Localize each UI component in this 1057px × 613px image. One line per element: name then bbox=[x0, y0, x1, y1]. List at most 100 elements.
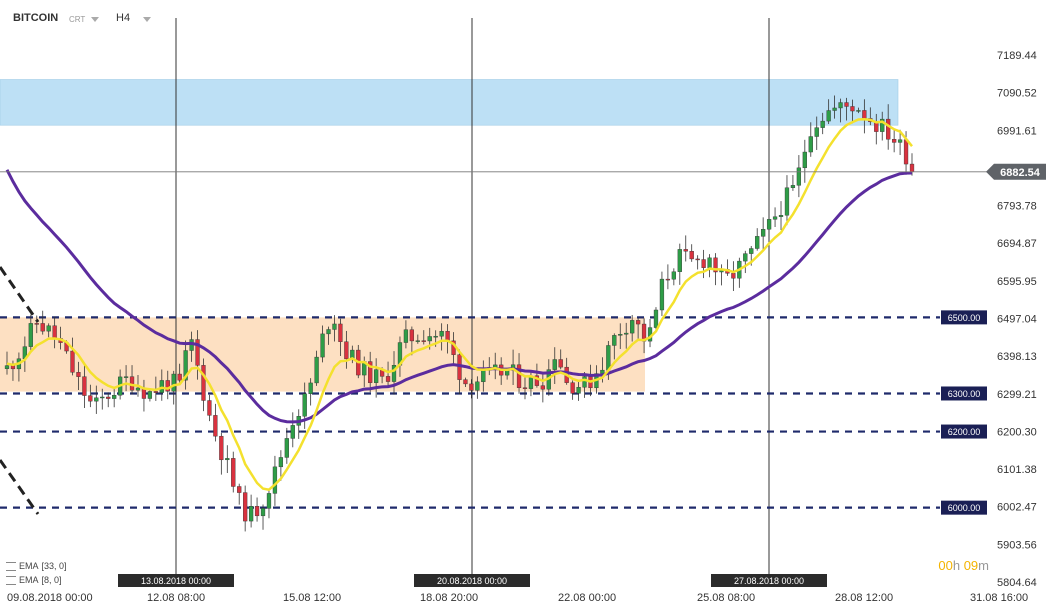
candle-bearish bbox=[368, 361, 373, 383]
y-tick-label: 6793.78 bbox=[997, 201, 1037, 213]
candle-bearish bbox=[903, 139, 909, 165]
candle-bullish bbox=[415, 340, 420, 342]
candle-bearish bbox=[76, 372, 81, 377]
candle-bullish bbox=[112, 395, 117, 399]
candle-bearish bbox=[909, 163, 915, 172]
candle-bearish bbox=[409, 329, 415, 342]
candle-bullish bbox=[171, 373, 176, 392]
candle-bullish bbox=[183, 350, 188, 381]
candle-bullish bbox=[707, 257, 712, 268]
candle-bullish bbox=[266, 493, 272, 509]
candle-bullish bbox=[880, 118, 885, 132]
y-tick-label: 7090.52 bbox=[997, 88, 1037, 100]
candle-bullish bbox=[659, 278, 665, 311]
timer-hours-unit: h bbox=[952, 558, 961, 573]
candle-bearish bbox=[701, 259, 706, 268]
candle-bearish bbox=[683, 249, 688, 252]
candle-bearish bbox=[570, 382, 575, 394]
timer-hours: 00 bbox=[938, 558, 953, 573]
candle-bearish bbox=[213, 415, 218, 437]
candle-bullish bbox=[332, 323, 337, 330]
candle-bearish bbox=[10, 365, 16, 370]
candle-bullish bbox=[481, 370, 486, 383]
candle-bullish bbox=[225, 458, 230, 461]
candle-bullish bbox=[308, 382, 313, 395]
candle-bullish bbox=[135, 387, 141, 391]
timeframe-label[interactable]: H4 bbox=[116, 12, 131, 24]
candle-bullish bbox=[761, 229, 766, 237]
timeframe-chevron-down-icon[interactable] bbox=[143, 17, 151, 22]
subtype-chevron-down-icon[interactable] bbox=[91, 17, 99, 22]
candle-bullish bbox=[427, 336, 432, 342]
x-tick-label: 31.08 16:00 bbox=[970, 592, 1028, 604]
candle-bullish bbox=[677, 249, 682, 272]
candle-bullish bbox=[248, 506, 254, 522]
level-tag bbox=[941, 500, 987, 515]
candle-bullish bbox=[790, 185, 796, 188]
y-tick-label: 6991.61 bbox=[997, 125, 1037, 137]
ema-33-line bbox=[5, 169, 913, 424]
symbol-title[interactable]: BITCOIN bbox=[13, 12, 59, 24]
level-tag-label: 6200.00 bbox=[948, 427, 981, 437]
y-tick-label: 7189.44 bbox=[997, 50, 1037, 62]
candle-bearish bbox=[82, 376, 87, 396]
level-tag bbox=[941, 310, 987, 325]
candle-bullish bbox=[766, 219, 772, 230]
candle-bullish bbox=[433, 335, 438, 338]
legend-ema-33-label: EMA bbox=[19, 561, 39, 571]
candle-bearish bbox=[88, 395, 93, 402]
candle-bullish bbox=[147, 391, 153, 399]
symbol-subtype: CRT bbox=[69, 15, 86, 24]
candle-bearish bbox=[237, 486, 242, 493]
x-tick-label: 12.08 08:00 bbox=[147, 592, 205, 604]
candle-bullish bbox=[272, 466, 278, 494]
y-tick-label: 6497.04 bbox=[997, 314, 1037, 326]
candle-bearish bbox=[463, 379, 468, 385]
candle-bearish bbox=[522, 387, 528, 389]
candle-bearish bbox=[844, 102, 849, 107]
candle-bullish bbox=[856, 110, 861, 112]
candle-bullish bbox=[159, 380, 164, 393]
candle-bearish bbox=[862, 110, 867, 119]
y-tick-label: 6398.13 bbox=[997, 351, 1037, 363]
candle-bearish bbox=[231, 458, 236, 487]
level-tag bbox=[941, 424, 987, 439]
candle-bullish bbox=[582, 376, 587, 388]
candle-bullish bbox=[802, 151, 807, 169]
candle-bullish bbox=[820, 120, 825, 128]
candle-bullish bbox=[814, 127, 819, 137]
candle-bullish bbox=[100, 396, 105, 399]
candle-bullish bbox=[94, 397, 99, 402]
y-tick-label: 6101.38 bbox=[997, 464, 1037, 476]
candle-bearish bbox=[177, 373, 182, 381]
candle-bearish bbox=[665, 278, 671, 281]
y-tick-label: 6299.21 bbox=[997, 389, 1037, 401]
legend-ema-8[interactable]: EMA [8, 0] bbox=[6, 575, 62, 585]
session-marker-tag bbox=[711, 574, 827, 587]
candle-bearish bbox=[201, 365, 206, 401]
x-tick-label: 09.08.2018 00:00 bbox=[7, 592, 93, 604]
candle-bearish bbox=[635, 320, 641, 325]
candle-bullish bbox=[778, 215, 784, 217]
candle-bullish bbox=[624, 332, 629, 335]
y-axis-panel bbox=[988, 0, 1057, 613]
candle-bullish bbox=[439, 331, 444, 337]
candle-bullish bbox=[755, 236, 760, 249]
candle-bearish bbox=[558, 359, 563, 368]
candle-bullish bbox=[671, 271, 676, 280]
legend-ema-33[interactable]: EMA [33, 0] bbox=[6, 561, 67, 571]
candle-bullish bbox=[475, 381, 480, 391]
y-tick-label: 6595.95 bbox=[997, 276, 1037, 288]
session-marker-label: 20.08.2018 00:00 bbox=[437, 576, 507, 586]
candle-bearish bbox=[70, 350, 75, 373]
candle-bullish bbox=[552, 359, 557, 370]
candle-bearish bbox=[243, 492, 248, 522]
candle-bullish bbox=[784, 187, 790, 216]
y-tick-label: 6694.87 bbox=[997, 238, 1037, 250]
candle-bullish bbox=[326, 329, 331, 335]
candle-countdown: 00h 09m bbox=[938, 558, 989, 573]
session-marker-tag bbox=[414, 574, 530, 587]
candle-bullish bbox=[4, 365, 10, 369]
candle-bearish bbox=[516, 364, 522, 388]
